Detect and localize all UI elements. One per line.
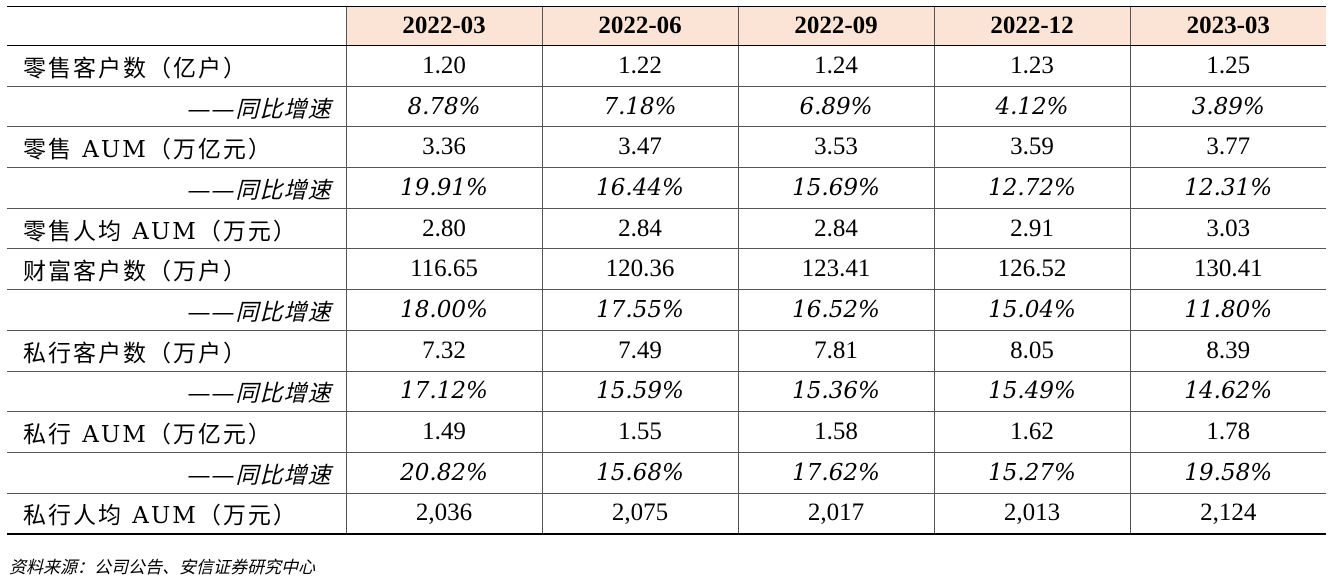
table-cell: 3.77	[1129, 126, 1326, 169]
table-cell: 15.69%	[737, 167, 934, 209]
table-cell: 1.78	[1129, 411, 1326, 453]
table-cell: 19.58%	[1129, 452, 1326, 494]
row-label: 私行人均 AUM（万元）	[7, 493, 346, 536]
table-row: ——同比增速 20.82% 15.68% 17.62% 15.27% 19.58%	[7, 452, 1326, 494]
table-cell: 12.72%	[933, 167, 1130, 209]
table-cell: 1.24	[737, 45, 934, 87]
table-cell: 2.84	[737, 208, 934, 250]
table-cell: 1.20	[345, 45, 542, 87]
table-cell: 11.80%	[1129, 289, 1326, 331]
table-cell: 18.00%	[345, 289, 542, 331]
table-cell: 12.31%	[1129, 167, 1326, 209]
source-note: 资料来源：公司公告、安信证券研究中心	[9, 558, 315, 578]
table-cell: 8.05	[933, 330, 1130, 372]
table-cell: 7.81	[737, 330, 934, 372]
table-cell: 14.62%	[1129, 371, 1326, 413]
table-row: 私行人均 AUM（万元） 2,036 2,075 2,017 2,013 2,124	[7, 493, 1326, 536]
table-cell: 20.82%	[345, 452, 542, 494]
table-cell: 2,013	[933, 493, 1130, 536]
table-row: ——同比增速 17.12% 15.59% 15.36% 15.49% 14.62%	[7, 371, 1326, 413]
retail-wealth-table: 2022-03 2022-06 2022-09 2022-12 2023-03 …	[7, 6, 1326, 536]
table-cell: 6.89%	[737, 86, 934, 128]
row-label-growth: ——同比增速	[7, 452, 346, 494]
table-cell: 1.25	[1129, 45, 1326, 87]
table-cell: 8.39	[1129, 330, 1326, 372]
row-label: 零售客户数（亿户）	[7, 45, 346, 87]
table-body: 零售客户数（亿户） 1.20 1.22 1.24 1.23 1.25 ——同比增速 8.78%…	[7, 45, 1326, 536]
table-cell: 15.27%	[933, 452, 1130, 494]
table-cell: 1.58	[737, 411, 934, 453]
header-corner-cell	[7, 6, 346, 46]
table-cell: 3.53	[737, 126, 934, 169]
table-row: 财富客户数（万户） 116.65 120.36 123.41 126.52 130.41	[7, 248, 1326, 291]
table-cell: 16.52%	[737, 289, 934, 331]
table-cell: 1.22	[541, 45, 738, 87]
table-cell: 4.12%	[933, 86, 1130, 128]
table-cell: 8.78%	[345, 86, 542, 128]
table-cell: 3.03	[1129, 208, 1326, 250]
table-cell: 15.04%	[933, 289, 1130, 331]
table-cell: 17.12%	[345, 371, 542, 413]
row-label-growth: ——同比增速	[7, 371, 346, 413]
table-cell: 1.55	[541, 411, 738, 453]
table-row: ——同比增速 18.00% 17.55% 16.52% 15.04% 11.80%	[7, 289, 1326, 331]
table-cell: 1.62	[933, 411, 1130, 453]
table-row: 私行客户数（万户） 7.32 7.49 7.81 8.05 8.39	[7, 330, 1326, 372]
table-cell: 130.41	[1129, 248, 1326, 291]
table-cell: 2.84	[541, 208, 738, 250]
table-cell: 19.91%	[345, 167, 542, 209]
data-table-container: 2022-03 2022-06 2022-09 2022-12 2023-03 …	[7, 6, 1326, 536]
table-cell: 17.62%	[737, 452, 934, 494]
table-row: 零售客户数（亿户） 1.20 1.22 1.24 1.23 1.25	[7, 45, 1326, 87]
header-cell-2022-09: 2022-09	[737, 6, 934, 46]
table-cell: 1.23	[933, 45, 1130, 87]
table-cell: 15.68%	[541, 452, 738, 494]
table-cell: 7.32	[345, 330, 542, 372]
table-cell: 120.36	[541, 248, 738, 291]
table-cell: 7.18%	[541, 86, 738, 128]
row-label: 零售 AUM（万亿元）	[7, 126, 346, 169]
header-cell-2022-12: 2022-12	[933, 6, 1130, 46]
table-cell: 17.55%	[541, 289, 738, 331]
table-cell: 3.89%	[1129, 86, 1326, 128]
table-cell: 116.65	[345, 248, 542, 291]
table-cell: 7.49	[541, 330, 738, 372]
row-label-growth: ——同比增速	[7, 86, 346, 128]
table-cell: 2.91	[933, 208, 1130, 250]
table-cell: 3.36	[345, 126, 542, 169]
header-row: 2022-03 2022-06 2022-09 2022-12 2023-03	[7, 6, 1326, 46]
table-cell: 2.80	[345, 208, 542, 250]
row-label: 私行客户数（万户）	[7, 330, 346, 372]
table-cell: 2,075	[541, 493, 738, 536]
header-cell-2023-03: 2023-03	[1129, 6, 1326, 46]
row-label-growth: ——同比增速	[7, 167, 346, 209]
header-cell-2022-06: 2022-06	[541, 6, 738, 46]
table-cell: 16.44%	[541, 167, 738, 209]
row-label: 私行 AUM（万亿元）	[7, 411, 346, 453]
table-row: ——同比增速 19.91% 16.44% 15.69% 12.72% 12.31%	[7, 167, 1326, 209]
row-label: 零售人均 AUM（万元）	[7, 208, 346, 250]
table-cell: 2,124	[1129, 493, 1326, 536]
table-row: 零售 AUM（万亿元） 3.36 3.47 3.53 3.59 3.77	[7, 126, 1326, 169]
table-cell: 2,036	[345, 493, 542, 536]
table-cell: 123.41	[737, 248, 934, 291]
table-cell: 15.59%	[541, 371, 738, 413]
table-row: 私行 AUM（万亿元） 1.49 1.55 1.58 1.62 1.78	[7, 411, 1326, 453]
table-cell: 1.49	[345, 411, 542, 453]
table-cell: 126.52	[933, 248, 1130, 291]
table-cell: 15.49%	[933, 371, 1130, 413]
table-cell: 3.47	[541, 126, 738, 169]
table-cell: 3.59	[933, 126, 1130, 169]
table-cell: 15.36%	[737, 371, 934, 413]
table-row: ——同比增速 8.78% 7.18% 6.89% 4.12% 3.89%	[7, 86, 1326, 128]
table-cell: 2,017	[737, 493, 934, 536]
row-label-growth: ——同比增速	[7, 289, 346, 331]
table-row: 零售人均 AUM（万元） 2.80 2.84 2.84 2.91 3.03	[7, 208, 1326, 250]
row-label: 财富客户数（万户）	[7, 248, 346, 291]
header-cell-2022-03: 2022-03	[345, 6, 542, 46]
